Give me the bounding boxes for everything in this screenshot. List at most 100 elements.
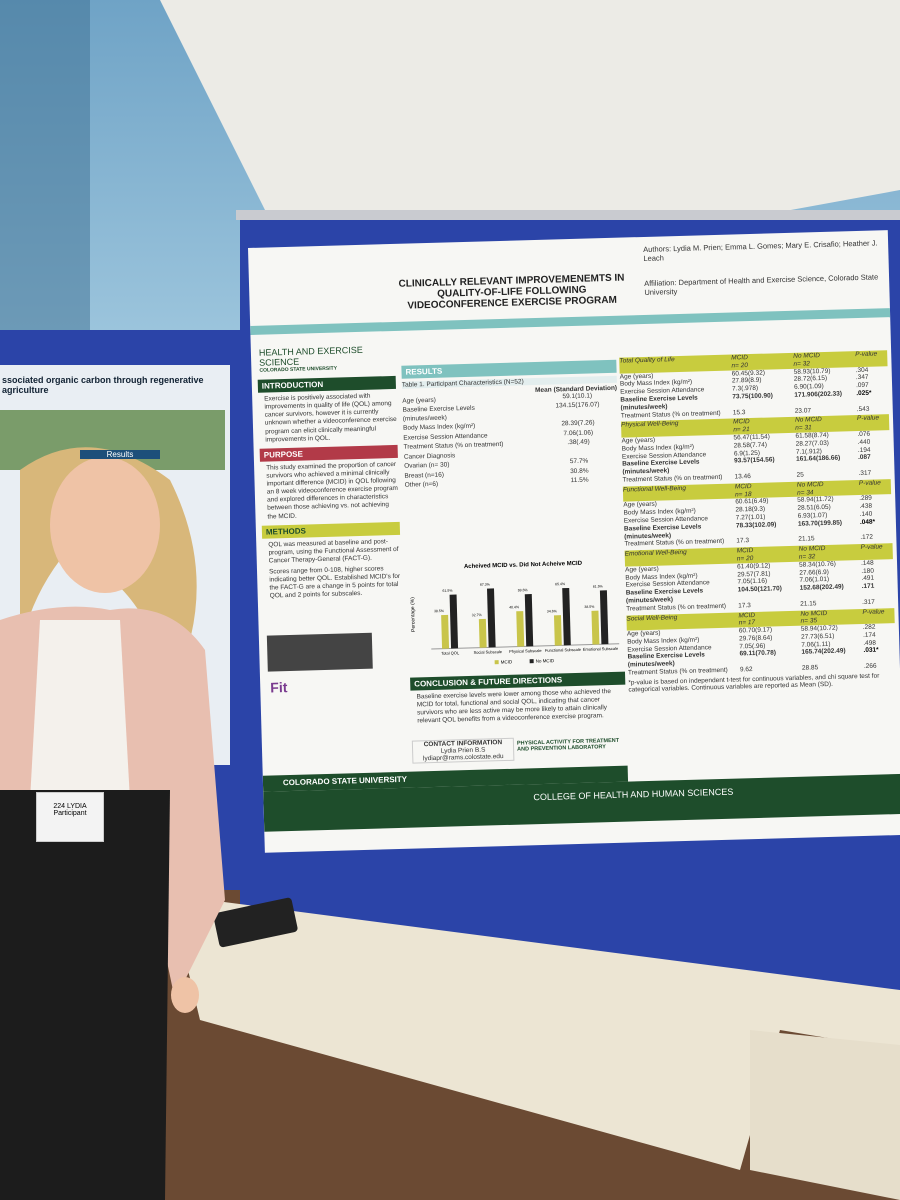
section-heading: PURPOSE — [259, 444, 398, 462]
row-value: 93.57(154.56) — [734, 456, 775, 465]
middle-column: RESULTS Table 1. Participant Characterist… — [401, 356, 620, 491]
left-column: INTRODUCTION Exercise is positively assoc… — [257, 372, 402, 604]
row-value: 73.75(100.90) — [732, 392, 773, 401]
x-tick-label: Social Subscale — [473, 649, 502, 655]
value-label: 61.5% — [442, 589, 452, 593]
poster-stripe — [250, 308, 891, 335]
x-tick-label: Physical Subscale — [509, 648, 542, 654]
row-value: .087 — [858, 454, 871, 462]
col-mcid: MCID n= 20 — [737, 546, 799, 563]
section-heading: INTRODUCTION — [257, 375, 396, 393]
legend-swatch — [529, 659, 534, 664]
legend-label: No MCID — [536, 658, 555, 664]
row-value: .031* — [863, 647, 879, 655]
col-p: P-value — [855, 350, 878, 359]
poster-title: CLINICALLY RELEVANT IMPROVEMENEMTS IN QU… — [398, 272, 625, 312]
fit-logo: Fit — [270, 679, 288, 696]
row-value: .171 — [861, 582, 875, 591]
value-label: 59.6% — [518, 588, 528, 592]
bar — [478, 618, 487, 648]
photo-grid — [266, 632, 373, 672]
legend-swatch — [494, 660, 499, 665]
left-poster-results: Results — [80, 450, 160, 459]
col-no-mcid: No MCID n= 35 — [800, 608, 862, 625]
row-value: 152.68(202.49) — [799, 583, 844, 592]
section-text: This study examined the proportion of ca… — [266, 460, 399, 521]
row-value: .025* — [856, 389, 872, 398]
col-p: P-value — [862, 607, 885, 616]
row-value: .048* — [859, 518, 876, 526]
authors: Authors: Lydia M. Prien; Emma L. Gomes; … — [643, 238, 878, 263]
name-badge: 224 LYDIA Participant — [36, 792, 104, 842]
logo: HEALTH AND EXERCISE SCIENCE COLORADO STA… — [259, 344, 400, 374]
value-label: 61.5% — [593, 584, 603, 588]
badge-name: 224 LYDIA — [53, 803, 87, 810]
value-label: 67.3% — [480, 582, 490, 586]
value-label: 38.5% — [434, 609, 444, 613]
row-value: .317 — [862, 598, 875, 606]
conclusion-text: Baseline exercise levels were lower amon… — [416, 688, 612, 725]
row-value: 104.50(121.70) — [737, 585, 782, 594]
col-no-mcid: No MCID n= 32 — [799, 544, 861, 561]
col-no-mcid: No MCID n= 31 — [795, 415, 857, 432]
section-text: Exercise is positively associated with i… — [264, 392, 397, 444]
row-value: 21.15 — [798, 535, 815, 544]
row-value: 165.74(202.49) — [801, 647, 846, 657]
row-value: .543 — [856, 405, 870, 413]
col-p: P-value — [856, 414, 880, 423]
value-label: 65.4% — [555, 582, 565, 586]
section-text: QOL was measured at baseline and post-pr… — [268, 537, 399, 565]
row-value: 9.62 — [739, 666, 753, 674]
badge-role: Participant — [53, 810, 87, 817]
value-label: 40.4% — [509, 605, 519, 609]
row-label: Baseline Exercise Levels (minutes/week) — [402, 405, 475, 423]
row-value: .317 — [858, 469, 872, 477]
value-label: 34.6% — [547, 609, 557, 613]
section-text: Scores range from 0-108, higher scores i… — [268, 565, 401, 600]
lab-name: PHYSICAL ACTIVITY FOR TREATMENT AND PREV… — [516, 737, 620, 753]
col-mcid: MCID n= 18 — [735, 482, 797, 499]
col-p: P-value — [860, 543, 883, 552]
bar — [591, 610, 600, 645]
y-axis-label: Percentage (%) — [410, 597, 417, 632]
value-label: 38.5% — [584, 605, 594, 609]
row-value: 17.3 — [738, 601, 751, 610]
col-no-mcid: No MCID n= 32 — [793, 351, 855, 368]
bar — [516, 611, 525, 647]
bar — [487, 588, 496, 648]
row-value: 163.70(199.85) — [797, 519, 843, 528]
bar — [441, 614, 450, 649]
contact-email: lydiapr@rams.colostate.edu — [422, 753, 504, 763]
affiliation: Affiliation: Department of Health and Ex… — [644, 272, 879, 297]
bar — [562, 587, 571, 646]
row-value: 25 — [796, 471, 804, 479]
row-value: 28.85 — [801, 664, 819, 672]
poster: CLINICALLY RELEVANT IMPROVEMENEMTS IN QU… — [248, 230, 900, 853]
contact: CONTACT INFORMATION Lydia Prien B.S lydi… — [411, 737, 515, 764]
right-column: Total Quality of Life MCID n= 20 No MCID n= … — [619, 348, 896, 693]
x-tick-label: Emotional Subscale — [583, 646, 619, 652]
col-mcid: MCID n= 21 — [733, 417, 795, 434]
row-value: 11.5% — [570, 476, 589, 485]
x-tick-label: Total QOL — [441, 650, 460, 656]
row-value: .172 — [860, 533, 874, 542]
row-value: 13.46 — [734, 473, 751, 481]
col-p: P-value — [858, 479, 881, 487]
row-value: 78.33(102.09) — [735, 521, 777, 530]
col-no-mcid: No MCID n= 34 — [797, 480, 859, 497]
row-value: 23.07 — [794, 406, 812, 415]
row-value: 161.64(186.66) — [796, 454, 841, 464]
x-axis — [431, 643, 620, 650]
row-value: 171.906(202.33) — [794, 390, 843, 399]
left-poster-title: ssociated organic carbon through regener… — [2, 375, 204, 395]
chart: Acheived MCID vs. Did Not Acheive MCID Pe… — [410, 561, 620, 665]
chart-title: Acheived MCID vs. Did Not Acheive MCID — [464, 561, 583, 570]
conclusion: CONCLUSION & FUTURE DIRECTIONS Baseline e… — [410, 668, 626, 729]
row-value: .266 — [863, 662, 877, 671]
x-tick-label: Functional Subscale — [545, 647, 582, 653]
row-label: Other (n=6) — [404, 480, 439, 489]
legend-label: MCID — [501, 659, 513, 664]
bar — [553, 615, 562, 646]
row-value: 21.15 — [800, 599, 817, 608]
